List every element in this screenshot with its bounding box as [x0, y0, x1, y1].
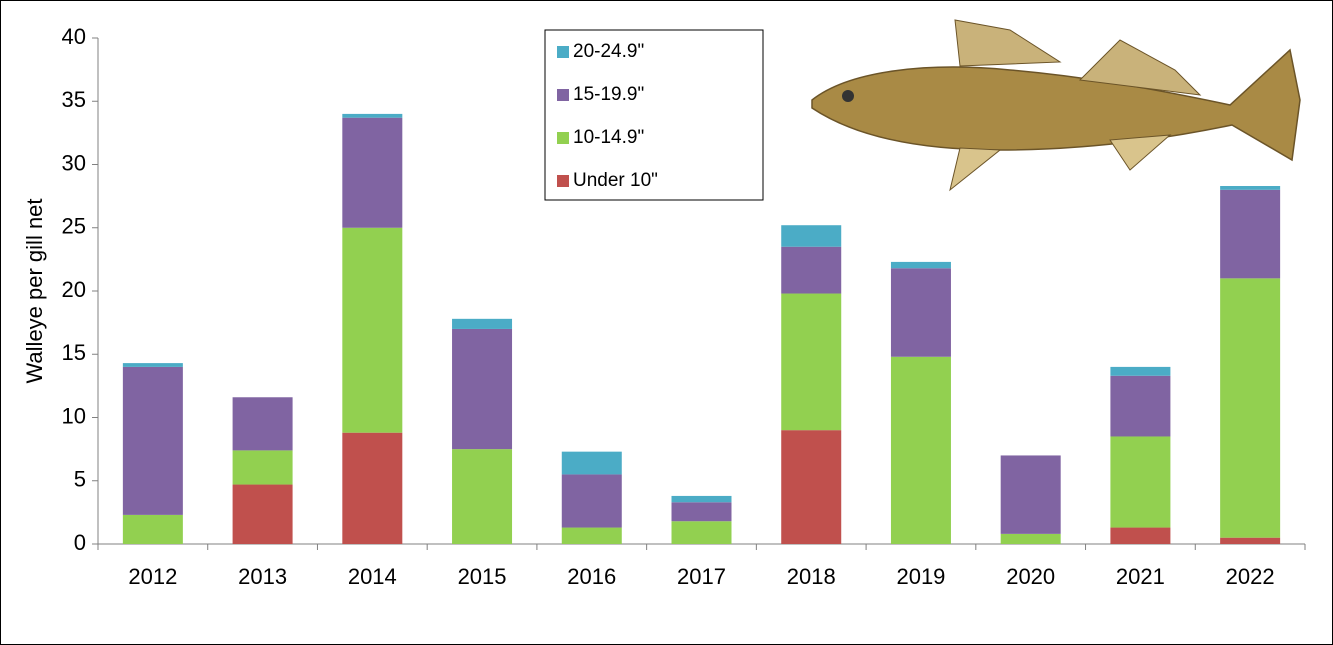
bar-segment [1110, 375, 1171, 437]
legend-label: Under 10" [573, 170, 658, 191]
y-tick-label: 40 [62, 24, 86, 49]
bar-segment [671, 521, 732, 544]
legend-swatch [557, 46, 569, 58]
legend-swatch [557, 89, 569, 101]
x-tick-label: 2012 [128, 564, 177, 589]
legend-swatch [557, 132, 569, 144]
bar-segment [781, 430, 842, 544]
bar-segment [122, 363, 183, 367]
bar-segment [1220, 186, 1281, 190]
y-tick-label: 35 [62, 87, 86, 112]
legend-swatch [557, 175, 569, 187]
y-tick-label: 25 [62, 214, 86, 239]
bar-segment [232, 450, 293, 485]
bar-segment [232, 484, 293, 544]
bar-segment [1110, 527, 1171, 544]
bar-segment [342, 117, 403, 228]
bar-segment [342, 432, 403, 544]
legend-label: 15-19.9" [573, 84, 644, 105]
x-tick-label: 2014 [348, 564, 397, 589]
legend-label: 20-24.9" [573, 41, 644, 62]
y-tick-label: 5 [74, 467, 86, 492]
bar-segment [1110, 436, 1171, 528]
x-tick-label: 2019 [896, 564, 945, 589]
bar-segment [1220, 537, 1281, 544]
fish-illustration [811, 19, 1301, 192]
bar-segment [890, 261, 951, 269]
x-tick-label: 2021 [1116, 564, 1165, 589]
bar-segment [232, 397, 293, 451]
bar-segment [1110, 366, 1171, 376]
x-tick-label: 2018 [787, 564, 836, 589]
bar-segment [671, 502, 732, 522]
x-tick-label: 2017 [677, 564, 726, 589]
x-tick-label: 2022 [1226, 564, 1275, 589]
bar-segment [342, 113, 403, 118]
legend [544, 29, 764, 201]
bar-segment [1220, 278, 1281, 538]
bar-segment [452, 328, 513, 450]
bar-segment [122, 514, 183, 544]
bar-segment [671, 495, 732, 503]
bar-segment [561, 451, 622, 475]
bar-segment [342, 227, 403, 433]
bar-segment [452, 449, 513, 544]
x-tick-label: 2016 [567, 564, 616, 589]
y-tick-label: 0 [74, 530, 86, 555]
x-tick-label: 2013 [238, 564, 287, 589]
bar-segment [1220, 189, 1281, 279]
bar-segment [1000, 533, 1061, 544]
bar-segment [890, 356, 951, 544]
y-tick-label: 30 [62, 150, 86, 175]
bar-segment [452, 318, 513, 329]
x-tick-label: 2020 [1006, 564, 1055, 589]
bar-segment [781, 246, 842, 294]
x-tick-label: 2015 [458, 564, 507, 589]
bar-segment [561, 474, 622, 528]
bar-segment [1000, 455, 1061, 534]
bar-segment [561, 527, 622, 544]
y-axis-label: Walleye per gill net [22, 198, 47, 383]
y-tick-label: 10 [62, 403, 86, 428]
bar-segment [890, 268, 951, 357]
bar-segment [781, 293, 842, 431]
bar-segment [781, 225, 842, 247]
y-tick-label: 20 [62, 277, 86, 302]
bar-segment [122, 366, 183, 515]
legend-label: 10-14.9" [573, 127, 644, 148]
y-tick-label: 15 [62, 340, 86, 365]
